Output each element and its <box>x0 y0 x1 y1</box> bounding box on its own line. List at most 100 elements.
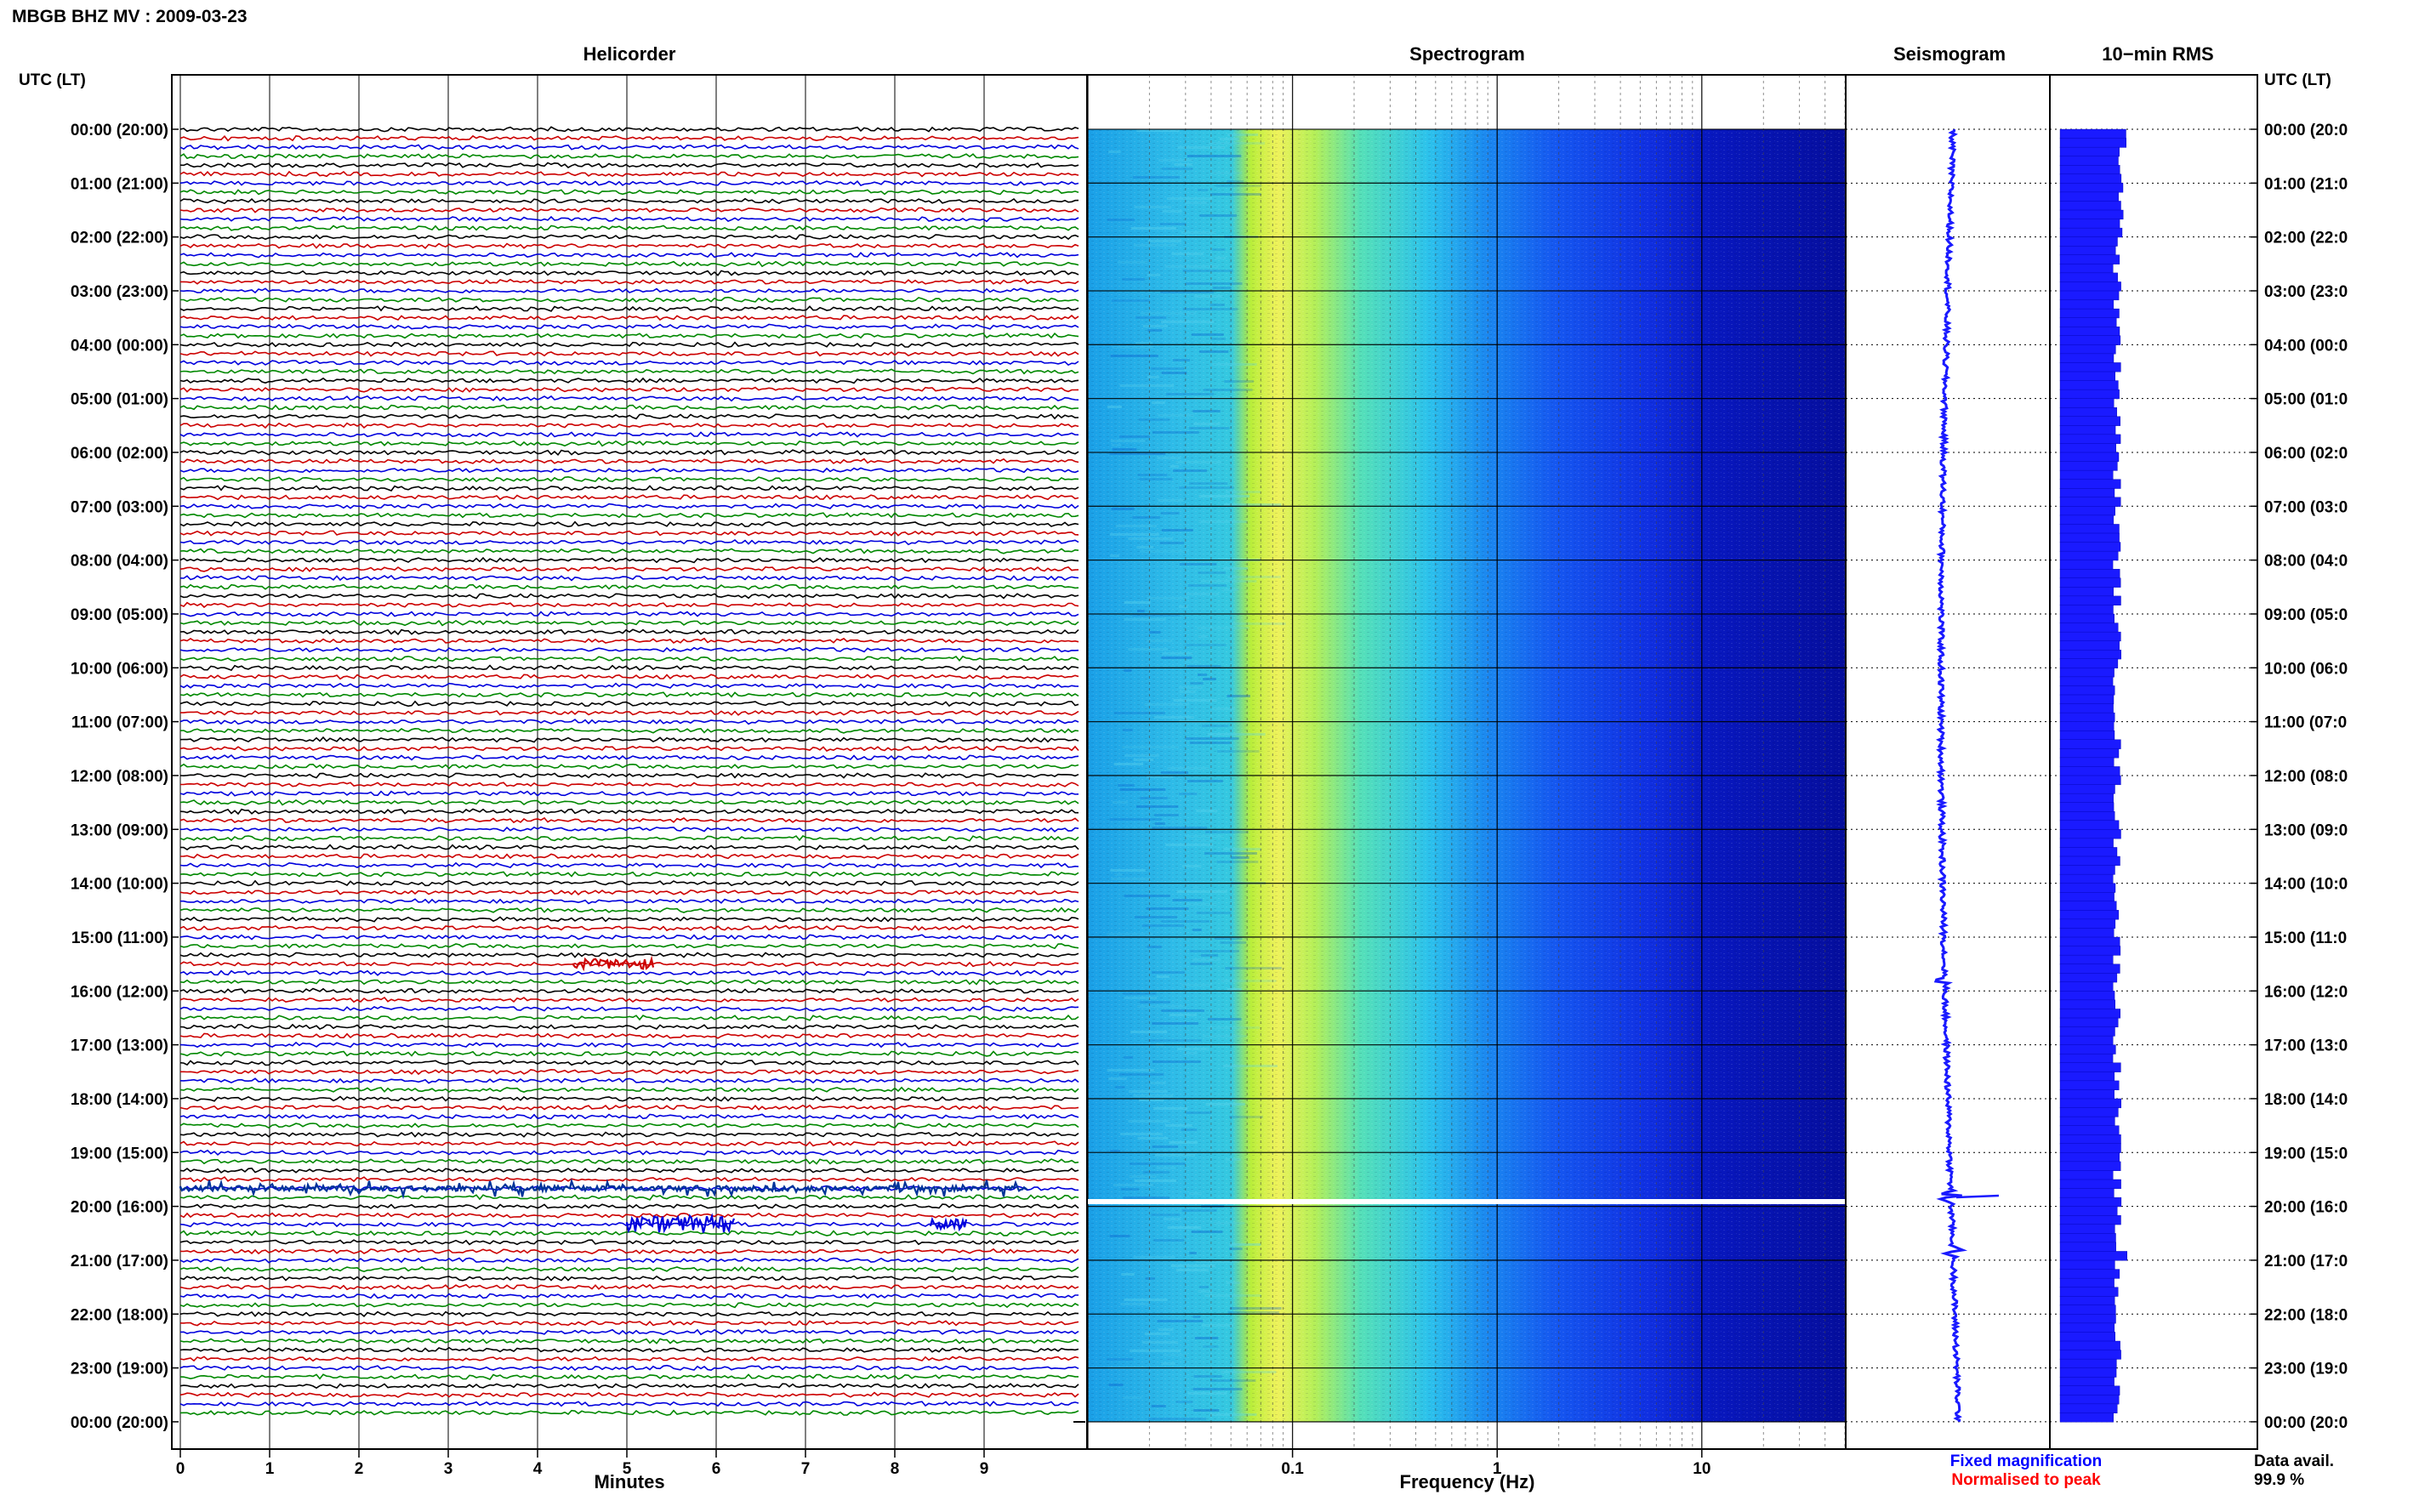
helicorder-trace-row <box>179 745 1079 752</box>
helicorder-trace-row <box>179 996 1079 1003</box>
spectrogram-x-axis: 0.1 1 10 <box>1281 1449 1710 1478</box>
spectrogram-band <box>1136 129 1180 132</box>
helicorder-x-tick-label: 9 <box>980 1460 989 1478</box>
spectrogram-band <box>1112 299 1150 302</box>
rms-bar <box>2059 1009 2121 1019</box>
spectrogram-band <box>1147 274 1161 276</box>
left-time-label: 14:00 (10:00) <box>71 876 168 894</box>
left-time-label: 00:00 (20:00) <box>71 122 168 139</box>
helicorder-trace-row <box>179 1275 1079 1282</box>
spectrogram-band <box>1185 593 1220 595</box>
spectrogram-band <box>1216 861 1259 863</box>
helicorder-trace-row <box>179 1310 1079 1318</box>
rms-bar <box>2059 622 2119 633</box>
rms-panel <box>2049 74 2258 1450</box>
spectrogram-band <box>1220 941 1247 944</box>
spectrogram-band <box>1123 992 1157 995</box>
data-avail-value: 99.9 % <box>2254 1471 2304 1489</box>
spectrogram-band <box>1119 788 1166 791</box>
rms-bar <box>2059 1385 2120 1395</box>
spectrogram-band <box>1162 652 1193 655</box>
helicorder-trace-row <box>179 691 1079 698</box>
helicorder-trace-row <box>179 1293 1079 1299</box>
helicorder-trace-row <box>179 1391 1079 1398</box>
spectrogram-band <box>1140 797 1168 799</box>
rms-bar <box>2059 236 2118 247</box>
rms-bar <box>2059 560 2114 570</box>
rms-bar <box>2059 668 2114 678</box>
spectrogram-band <box>1160 771 1188 774</box>
spectrogram-band <box>1192 410 1221 412</box>
spectrogram-band <box>1193 423 1221 425</box>
spectrogram-band <box>1201 1324 1234 1327</box>
helicorder-trace-row <box>179 727 1079 734</box>
helicorder-trace-row <box>179 943 1079 950</box>
left-time-label: 23:00 (19:00) <box>71 1361 168 1378</box>
spectrogram-band <box>1169 1141 1198 1144</box>
spectrogram-band <box>1187 780 1223 782</box>
spectrogram-band <box>1222 1065 1278 1067</box>
left-time-label: 16:00 (12:00) <box>71 983 168 1001</box>
right-time-label: 11:00 (07:0 <box>2264 714 2347 732</box>
spectrogram-band <box>1141 924 1184 927</box>
helicorder-trace-row <box>179 1239 1079 1246</box>
helicorder-trace-row <box>179 350 1079 357</box>
spectrogram-band <box>1187 584 1227 587</box>
rms-bar <box>2059 963 2120 974</box>
rms-bar <box>2059 946 2121 956</box>
spectrogram-band <box>1215 185 1262 187</box>
helicorder-trace-row <box>179 719 1079 725</box>
helicorder-trace-row <box>179 853 1079 860</box>
spectrogram-band <box>1151 1405 1166 1407</box>
helicorder-trace-row <box>179 234 1079 241</box>
helicorder-x-tick-label: 5 <box>623 1460 632 1478</box>
spectrogram-band <box>1202 725 1229 727</box>
rms-bar <box>2059 847 2118 857</box>
helicorder-trace-row <box>179 835 1079 842</box>
spectrogram-band <box>1191 333 1224 336</box>
helicorder-x-axis: 0 1 2 3 4 5 6 7 8 9 <box>176 1449 989 1478</box>
right-time-label: 05:00 (01:0 <box>2264 391 2348 409</box>
rms-bar <box>2059 1125 2120 1135</box>
spectrogram-band <box>1130 1031 1168 1033</box>
spectrogram-band <box>1183 1052 1198 1054</box>
rms-bar <box>2059 811 2115 821</box>
spectrogram-band <box>1204 1294 1261 1297</box>
spectrogram-band <box>1108 1384 1124 1386</box>
spectrogram-band <box>1161 529 1193 531</box>
helicorder-trace-row <box>179 134 1079 142</box>
helicorder-trace-row <box>180 296 1079 304</box>
helicorder-trace-row <box>179 1086 1079 1093</box>
helicorder-trace-row <box>179 162 1079 168</box>
right-time-label: 03:00 (23:0 <box>2264 283 2348 301</box>
rms-bar <box>2059 219 2120 229</box>
rms-bar <box>2059 1322 2115 1333</box>
rms-bar <box>2059 183 2124 193</box>
helicorder-trace-row <box>179 377 1079 384</box>
spectrogram-band <box>1200 580 1257 583</box>
spectrogram-band <box>1196 810 1218 812</box>
spectrogram-band <box>1136 342 1153 344</box>
helicorder-trace-row <box>179 333 1079 339</box>
spectrogram-band <box>1198 635 1208 638</box>
right-time-label: 08:00 (04:0 <box>2264 553 2348 571</box>
rms-bar <box>2059 461 2118 471</box>
seismogram-panel <box>1845 74 2051 1450</box>
helicorder-trace-row <box>179 1283 1079 1291</box>
spectrogram-band <box>1164 1218 1181 1220</box>
rms-bar <box>2059 936 2120 947</box>
rms-bar <box>2059 730 2115 741</box>
rms-bar <box>2059 577 2121 588</box>
right-time-label: 22:00 (18:0 <box>2264 1306 2348 1324</box>
helicorder-frame <box>171 74 1088 1450</box>
spectrogram-band <box>1153 1060 1201 1063</box>
spectrogram-band <box>1161 321 1215 323</box>
spectrogram-band <box>1210 304 1225 306</box>
spectrogram-band <box>1207 1026 1260 1029</box>
spectrogram-band <box>1212 363 1257 366</box>
spectrogram-band <box>1115 1086 1125 1089</box>
helicorder-event <box>929 1216 968 1232</box>
spectrogram-band <box>1152 827 1207 829</box>
rms-bar <box>2059 550 2119 561</box>
left-time-label: 00:00 (20:00) <box>71 1414 168 1432</box>
